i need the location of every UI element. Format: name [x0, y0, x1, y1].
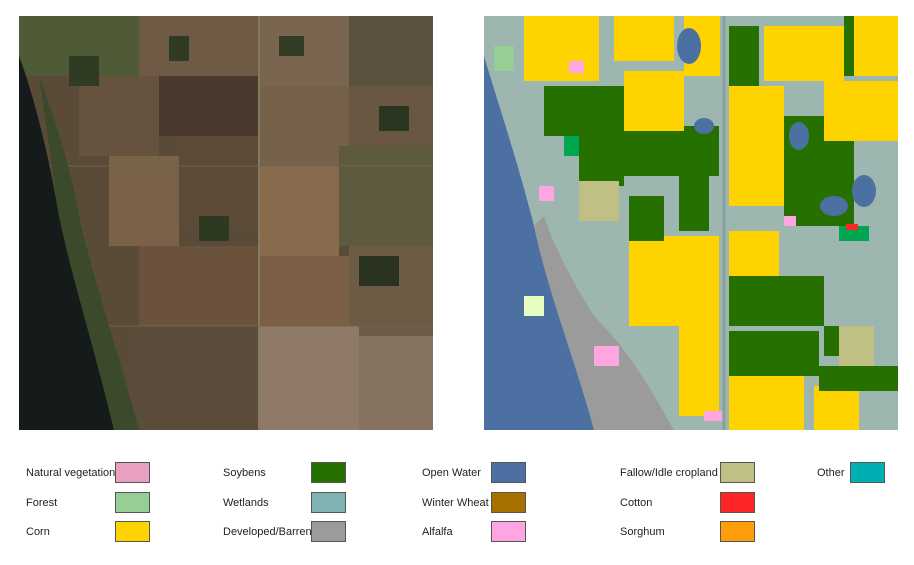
- legend-label: Wetlands: [223, 497, 269, 509]
- legend-item: Open Water: [422, 462, 529, 486]
- legend-swatch: [115, 462, 150, 483]
- legend-item: Sorghum: [620, 521, 756, 545]
- satellite-image: [19, 16, 433, 430]
- legend-swatch: [850, 462, 885, 483]
- land-cover-map: [484, 16, 898, 430]
- legend-item: Alfalfa: [422, 521, 529, 545]
- legend-item: Winter Wheat: [422, 492, 529, 516]
- legend-item: Other: [817, 462, 889, 486]
- legend-item: Cotton: [620, 492, 756, 516]
- legend-swatch: [491, 462, 526, 483]
- land-cover-map-graphic: [484, 16, 898, 430]
- legend-item: Soybens: [223, 462, 349, 486]
- legend-swatch: [491, 521, 526, 542]
- legend-label: Other: [817, 467, 845, 479]
- legend-item: Corn: [26, 521, 152, 545]
- legend-label: Natural vegetation: [26, 467, 116, 479]
- legend-label: Open Water: [422, 467, 481, 479]
- legend-swatch: [720, 492, 755, 513]
- legend-label: Forest: [26, 497, 58, 509]
- legend-label: Fallow/Idle cropland: [620, 467, 718, 479]
- legend-label: Sorghum: [620, 526, 665, 538]
- legend-item: Natural vegetation: [26, 462, 152, 486]
- legend-swatch: [115, 521, 150, 542]
- legend-swatch: [311, 521, 346, 542]
- legend-label: Winter Wheat: [422, 497, 489, 509]
- legend-label: Cotton: [620, 497, 653, 509]
- legend-swatch: [720, 521, 755, 542]
- legend-swatch: [311, 492, 346, 513]
- satellite-image-graphic: [19, 16, 433, 430]
- legend-label: Alfalfa: [422, 526, 453, 538]
- legend-label: Corn: [26, 526, 50, 538]
- legend-item: Forest: [26, 492, 152, 516]
- legend-item: Fallow/Idle cropland: [620, 462, 756, 486]
- legend-item: Developed/Barren: [223, 521, 349, 545]
- legend-item: Wetlands: [223, 492, 349, 516]
- legend-swatch: [491, 492, 526, 513]
- legend-swatch: [311, 462, 346, 483]
- legend-label: Soybens: [223, 467, 266, 479]
- legend-label: Developed/Barren: [223, 526, 312, 538]
- legend-swatch: [115, 492, 150, 513]
- legend-swatch: [720, 462, 755, 483]
